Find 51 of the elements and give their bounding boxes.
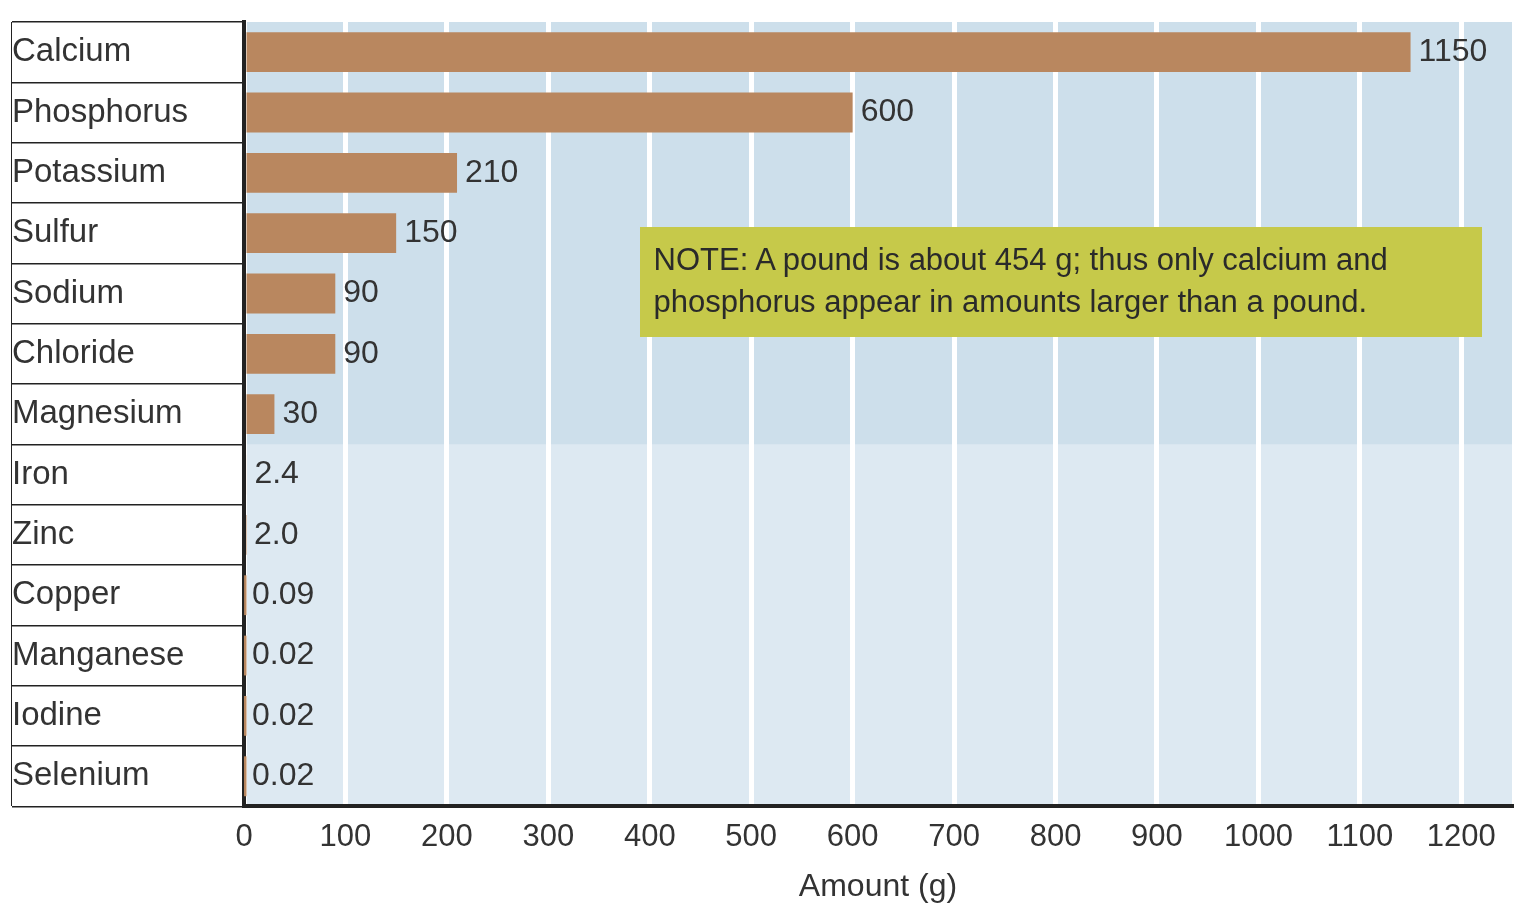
data-label: 30 [282,394,319,431]
x-tick-label: 400 [623,817,676,853]
bar [246,213,397,254]
y-tick-label: Iron [12,453,69,491]
y-tick-label: Zinc [12,513,75,551]
x-tick-label: 1000 [1223,817,1293,853]
x-tick-label: 900 [1131,817,1183,853]
data-label: 0.02 [252,695,315,732]
data-label: 0.09 [252,575,315,612]
y-tick-label: Magnesium [12,393,183,431]
y-tick-label: Manganese [12,634,185,672]
x-tick-label: 600 [826,817,879,853]
y-tick-label: Iodine [12,694,102,732]
data-label: 0.02 [252,756,315,793]
y-tick-label: Chloride [12,332,135,370]
x-tick-label: 0 [235,817,253,853]
x-tick-label: 700 [928,817,980,853]
bar [244,575,247,616]
data-label: 2.4 [254,454,299,491]
bar [246,273,336,314]
data-label: 150 [404,213,458,250]
data-label: 1150 [1418,32,1488,68]
data-label: 600 [860,92,915,129]
data-label: 2.0 [254,514,299,551]
y-tick-label: Phosphorus [12,91,189,129]
data-label: 0.02 [252,635,315,672]
x-tick-label: 100 [319,817,372,853]
bar [244,635,247,676]
y-tick-label: Copper [12,574,121,612]
x-tick-label: 200 [421,817,473,853]
data-label: 90 [343,273,379,310]
x-tick-label: 1200 [1426,817,1496,853]
bar [246,394,275,435]
y-tick-label: Calcium [12,31,132,69]
x-tick-label: 800 [1029,817,1082,853]
x-tick-label: 300 [522,817,575,853]
bar [246,92,853,133]
y-tick-label: Sulfur [12,212,99,250]
y-tick-label: Sodium [12,272,124,310]
bar [246,333,336,374]
y-tick-label: Potassium [12,151,167,189]
bar [246,152,458,193]
bar [246,32,1411,73]
data-label: 210 [465,152,519,189]
y-tick-label: Selenium [12,755,150,793]
bar [244,695,247,736]
x-tick-label: 500 [725,817,778,853]
x-axis-title: Amount (g) [798,866,958,903]
data-label: 90 [343,333,379,370]
bar [244,756,247,797]
x-tick-label: 1100 [1326,817,1394,853]
